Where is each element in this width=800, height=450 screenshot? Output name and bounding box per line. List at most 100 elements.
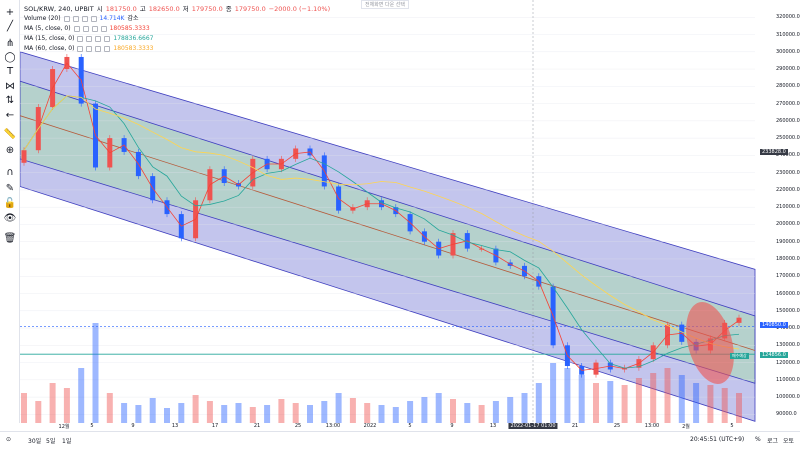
settings-box-icon[interactable] (86, 36, 93, 42)
inner-channel-band (20, 80, 756, 384)
settings-box-icon[interactable] (90, 16, 97, 22)
volume-bar (564, 368, 571, 423)
trash-icon[interactable]: 🗑 (3, 232, 17, 244)
ma15-label: MA (15, close, 0) (24, 35, 75, 42)
y-tick-label: 290000.0 (776, 66, 800, 73)
watermark-text: 전체화면 다운 선택 (361, 0, 409, 9)
low-label: 저 (182, 5, 189, 13)
range-30d-button[interactable]: 30일 (28, 438, 42, 445)
log-toggle[interactable]: 로그 (767, 438, 779, 445)
text-tool-icon[interactable]: T (6, 65, 14, 77)
close-label: 종 (225, 5, 232, 13)
volume-bar (707, 385, 714, 423)
volume-bar (450, 399, 456, 423)
x-tick-label: 5 (90, 423, 94, 429)
settings-box-icon[interactable] (86, 46, 93, 52)
crosshair-icon[interactable]: + (5, 6, 15, 18)
y-tick-label: 200000.0 (776, 221, 800, 228)
pattern-icon[interactable]: ⋈ (5, 80, 15, 92)
volume-bar (550, 363, 557, 423)
volume-bar (335, 393, 342, 423)
ma5-line (23, 62, 740, 371)
back-arrow-icon[interactable]: ← (5, 109, 15, 121)
x-tick-label: 5 (730, 423, 734, 429)
outer-channel-band (20, 51, 756, 422)
x-tick-label: 5 (408, 423, 412, 429)
eye-icon[interactable]: 👁 (3, 212, 17, 224)
x-tick-label: 13:00 (644, 423, 660, 429)
settings-box-icon[interactable] (73, 26, 80, 32)
support-price-tag: 124856.0 (760, 352, 788, 358)
volume-bar (478, 405, 485, 423)
volume-bar (650, 373, 657, 423)
settings-box-icon[interactable] (63, 16, 70, 22)
volume-bar (21, 393, 27, 423)
y-tick-label: 120000.0 (776, 359, 800, 366)
y-tick-label: 90000.0 (776, 411, 797, 418)
settings-box-icon[interactable] (95, 46, 102, 52)
trendline-icon[interactable]: ╱ (6, 20, 14, 32)
x-axis: 12월 5 9 13 17 21 25 13:00 2022 5 9 13 2022-01-17 01:… (0, 423, 800, 431)
shape-icon[interactable]: ◯ (4, 51, 16, 63)
volume-bar (635, 378, 642, 423)
lock-drawing-icon[interactable]: ✎ (5, 182, 15, 194)
settings-box-icon[interactable] (82, 26, 89, 32)
volume-bar (149, 398, 156, 423)
volume-bar (621, 385, 628, 423)
volume-bar (49, 383, 56, 423)
percent-toggle[interactable]: % (755, 436, 761, 443)
x-tick-label: 2022 (363, 423, 377, 429)
settings-box-icon[interactable] (77, 46, 84, 52)
goto-icon[interactable]: ⊙ (6, 436, 12, 443)
settings-box-icon[interactable] (104, 36, 111, 42)
channel-midline (20, 115, 756, 351)
settings-box-icon[interactable] (104, 46, 111, 52)
y-tick-label: 240000.0 (776, 152, 800, 159)
zoom-icon[interactable]: ⊕ (5, 144, 15, 156)
volume-bar (35, 401, 42, 423)
legend-ma15-row: MA (15, close, 0) 178836.6667 (24, 34, 330, 44)
y-tick-label: 150000.0 (776, 307, 800, 314)
x-tick-label: 21 (571, 423, 579, 429)
clock-display: 20:45:51 (UTC+9) (690, 436, 745, 443)
volume-bar (435, 393, 442, 423)
x-tick-label: 21 (253, 423, 261, 429)
settings-box-icon[interactable] (81, 16, 88, 22)
volume-bar (178, 403, 185, 423)
lock-icon[interactable]: 🔓 (3, 197, 17, 209)
range-5d-button[interactable]: 5일 (46, 438, 56, 445)
x-tick-label: 9 (450, 423, 454, 429)
volume-bar (492, 401, 499, 423)
change-value: −2000.0 (−1.10%) (268, 5, 331, 13)
volume-bar (364, 403, 371, 423)
ruler-icon[interactable]: 📏 (3, 128, 17, 140)
volume-bar (264, 405, 271, 423)
magnet-icon[interactable]: ∩ (6, 166, 14, 178)
legend-ma5-row: MA (5, close, 0) 180585.3333 (24, 24, 330, 34)
volume-bar (307, 405, 313, 423)
price-chart[interactable] (20, 0, 800, 423)
auto-toggle[interactable]: 오토 (783, 438, 795, 445)
settings-box-icon[interactable] (100, 26, 107, 32)
volume-label: Volume (20) (24, 15, 61, 22)
range-1d-button[interactable]: 1일 (62, 438, 72, 445)
pitchfork-icon[interactable]: ⋔ (5, 37, 15, 49)
volume-bar (92, 323, 99, 423)
settings-box-icon[interactable] (95, 36, 102, 42)
settings-box-icon[interactable] (91, 26, 98, 32)
bottom-bar: ⊙ 30일 5일 1일 20:45:51 (UTC+9) % 로그 오토 (0, 431, 800, 450)
volume-bar (164, 408, 170, 423)
settings-box-icon[interactable] (72, 16, 79, 22)
volume-suffix: 감소 (127, 15, 139, 22)
x-tick-label: 13 (489, 423, 497, 429)
y-tick-label: 100000.0 (776, 394, 800, 401)
y-tick-label: 280000.0 (776, 83, 800, 90)
close-value: 179750.0 (234, 5, 266, 13)
ma5-label: MA (5, close, 0) (24, 25, 71, 32)
prediction-icon[interactable]: ⇅ (5, 94, 15, 106)
settings-box-icon[interactable] (77, 36, 84, 42)
x-tick-label: 25 (294, 423, 302, 429)
volume-bar (221, 405, 228, 423)
y-tick-label: 180000.0 (776, 255, 800, 262)
candle-body (479, 248, 485, 250)
